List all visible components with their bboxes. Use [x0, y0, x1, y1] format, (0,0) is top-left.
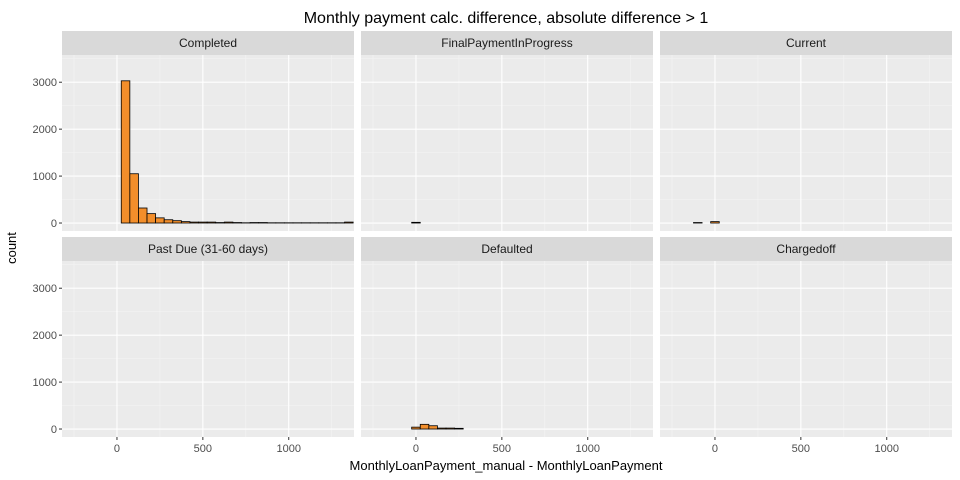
- histogram-bar: [146, 213, 157, 224]
- facet-panel: Completed 0 1000 2000 3000: [33, 31, 354, 231]
- y-tick-label: 2000: [33, 124, 57, 136]
- x-tick-label: 1000: [276, 443, 300, 455]
- histogram-bar: [411, 221, 421, 224]
- x-tick-label: 500: [792, 443, 810, 455]
- histogram-bar: [163, 219, 174, 224]
- facet-strip-label: Chargedoff: [776, 242, 836, 256]
- histogram-bar: [198, 221, 208, 224]
- histogram-bar: [180, 221, 191, 224]
- histogram-bar: [172, 220, 182, 224]
- histogram-bar: [120, 80, 131, 224]
- y-tick-label: 0: [51, 424, 57, 436]
- x-tick-label: 500: [194, 443, 212, 455]
- facet-strip: [361, 237, 653, 261]
- x-tick-label: 1000: [575, 443, 599, 455]
- histogram-bar: [428, 425, 438, 430]
- facet-panel: Defaulted 0 500 1000: [361, 237, 653, 455]
- facet-strip-label: Current: [786, 36, 827, 50]
- facet-strip-label: Defaulted: [481, 242, 532, 256]
- facet-strip-label: Past Due (31-60 days): [148, 242, 268, 256]
- facet-panels: Completed 0 1000 2000 3000 FinalPaymentInProg…: [33, 31, 952, 455]
- y-tick-label: 0: [51, 218, 57, 230]
- histogram-bar: [206, 221, 217, 224]
- x-tick-label: 1000: [874, 443, 898, 455]
- x-tick-label: 0: [712, 443, 718, 455]
- panel-background: [660, 55, 952, 231]
- panel-background: [361, 55, 653, 231]
- facet-strip-label: FinalPaymentInProgress: [441, 36, 572, 50]
- histogram-bar: [710, 221, 720, 224]
- facet-panel: Chargedoff 0 500 1000: [660, 237, 952, 455]
- y-tick-label: 1000: [33, 377, 57, 389]
- histogram-bar: [129, 173, 139, 224]
- facet-strip: [660, 237, 952, 261]
- histogram-bar: [419, 423, 430, 430]
- panel-background: [62, 55, 354, 231]
- facet-panel: Past Due (31-60 days) 0 1000 2000 3000 0 500 10…: [33, 237, 354, 455]
- facet-strip-label: Completed: [179, 36, 237, 50]
- x-tick-label: 500: [493, 443, 511, 455]
- chart-title: Monthly payment calc. difference, absolu…: [304, 10, 709, 27]
- facet-strip: [62, 237, 354, 261]
- x-axis-title: MonthlyLoanPayment_manual - MonthlyLoanP…: [350, 458, 663, 473]
- facet-panel: FinalPaymentInProgress: [361, 31, 653, 231]
- y-axis-title: count: [4, 232, 19, 264]
- y-tick-label: 2000: [33, 330, 57, 342]
- histogram-bar: [344, 221, 354, 224]
- x-tick-label: 0: [114, 443, 120, 455]
- facet-strip: [660, 31, 952, 55]
- panel-background: [361, 261, 653, 437]
- histogram-bar: [223, 221, 234, 224]
- y-tick-label: 3000: [33, 283, 57, 295]
- x-tick-label: 0: [413, 443, 419, 455]
- y-tick-label: 1000: [33, 171, 57, 183]
- histogram-bar: [454, 427, 464, 430]
- panel-background: [660, 261, 952, 437]
- histogram-bar: [411, 426, 421, 430]
- facet-panel: Current: [660, 31, 952, 231]
- histogram-bar: [138, 207, 148, 224]
- histogram-bar: [445, 427, 456, 430]
- facet-strip: [62, 31, 354, 55]
- panel-background: [62, 261, 354, 437]
- y-tick-label: 3000: [33, 77, 57, 89]
- facet-strip: [361, 31, 653, 55]
- histogram-bar: [155, 217, 165, 224]
- histogram-bar: [189, 221, 199, 224]
- histogram-bar: [437, 427, 447, 430]
